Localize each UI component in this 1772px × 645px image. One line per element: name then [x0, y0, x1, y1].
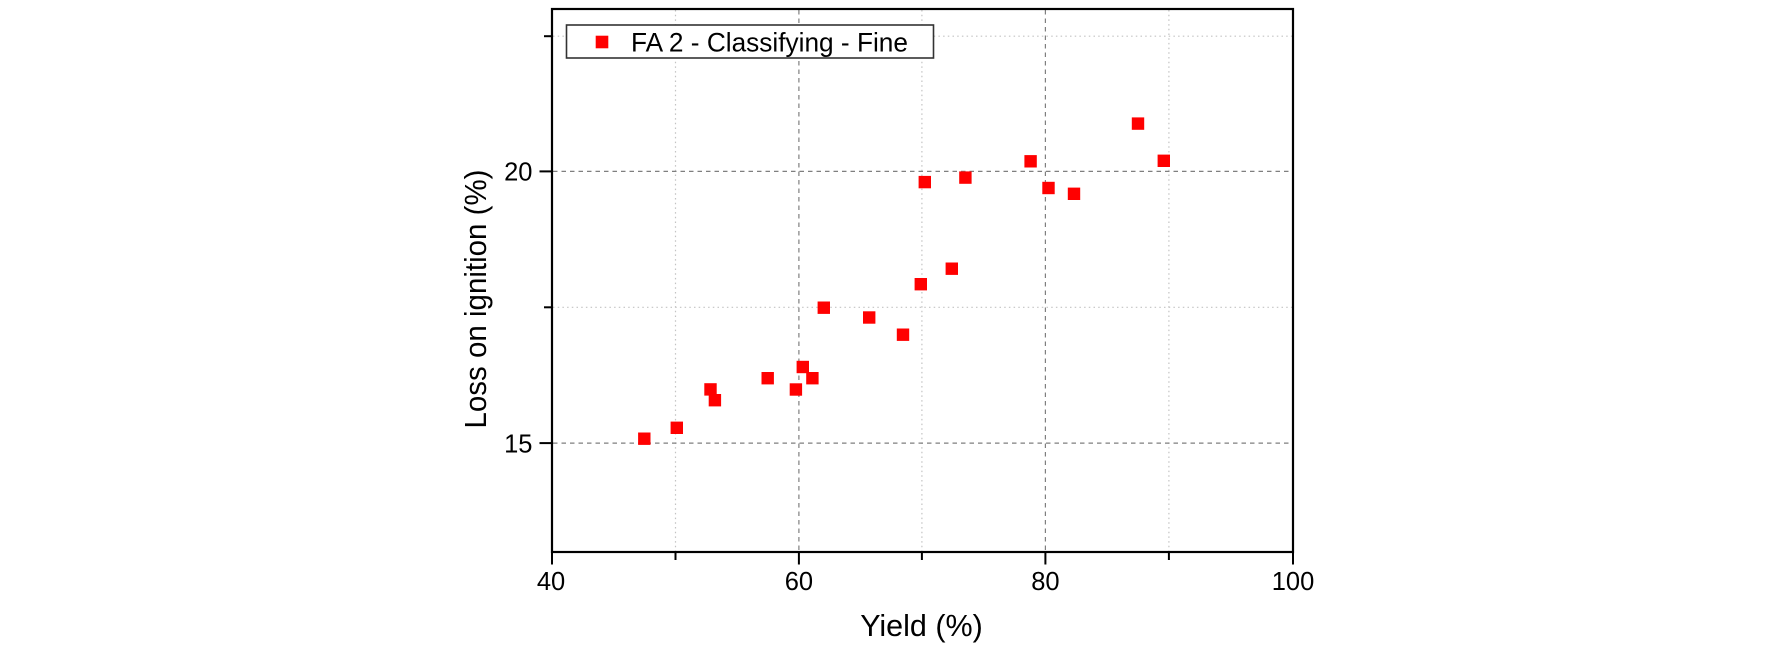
svg-text:15: 15 — [504, 430, 532, 458]
svg-text:FA 2 - Classifying - Fine: FA 2 - Classifying - Fine — [631, 27, 908, 57]
svg-text:Loss on ignition (%): Loss on ignition (%) — [459, 170, 493, 429]
svg-text:60: 60 — [785, 568, 813, 596]
svg-text:80: 80 — [1031, 568, 1059, 596]
svg-text:40: 40 — [537, 568, 565, 596]
svg-text:20: 20 — [504, 159, 532, 187]
svg-text:100: 100 — [1272, 568, 1315, 596]
svg-text:Yield (%): Yield (%) — [860, 609, 983, 643]
